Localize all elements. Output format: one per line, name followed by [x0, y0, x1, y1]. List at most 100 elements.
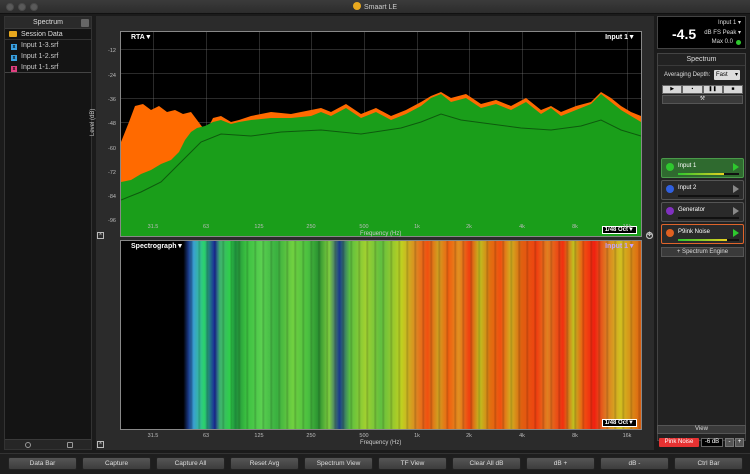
- spec-x-tick: 63: [202, 433, 210, 439]
- engine-input-1[interactable]: Input 1: [661, 158, 744, 178]
- engine-generator[interactable]: Generator: [661, 202, 744, 222]
- averaging-select[interactable]: Fast ▾: [714, 70, 740, 80]
- engine-label: P9ink Noise: [678, 229, 711, 235]
- info-icon[interactable]: [25, 442, 31, 448]
- tools-button[interactable]: ⚒: [662, 95, 743, 104]
- spectrograph-octave-text: 1/48 Oct: [604, 420, 629, 426]
- spectrograph-close-icon[interactable]: ×: [97, 441, 104, 448]
- engine-play-icon[interactable]: [733, 163, 739, 171]
- spectrograph-input-label[interactable]: Input 1▼: [605, 243, 635, 250]
- rta-x-tick: 2k: [466, 224, 472, 230]
- session-data-folder[interactable]: Session Data: [5, 29, 91, 40]
- rta-octave-selector[interactable]: 1/48 Oct▼: [601, 226, 637, 234]
- capture-all-button[interactable]: Capture All: [156, 457, 225, 470]
- db-plus-button[interactable]: dB +: [526, 457, 595, 470]
- rta-input-label[interactable]: Input 1▼: [605, 34, 635, 41]
- rta-x-tick: 8k: [572, 224, 578, 230]
- engine-play-icon[interactable]: [733, 207, 739, 215]
- spectrum-view-button[interactable]: Spectrum View: [304, 457, 373, 470]
- spectrograph-image: [121, 241, 641, 429]
- engine-level-bar: [678, 195, 739, 197]
- close-window-button[interactable]: [6, 3, 14, 11]
- rta-x-tick: 250: [306, 224, 316, 230]
- spectrum-controls-title: Spectrum: [658, 54, 745, 66]
- engine-play-icon[interactable]: [733, 185, 739, 193]
- spectrograph-octave-selector[interactable]: 1/48 Oct▼: [601, 419, 637, 427]
- meter-input[interactable]: Input 1 ▾: [717, 20, 741, 26]
- sidebar-header: Spectrum: [5, 17, 91, 29]
- spec-x-axis-title: Frequency (Hz): [360, 440, 402, 446]
- engine-label: Input 2: [678, 185, 697, 191]
- zoom-window-button[interactable]: [30, 3, 38, 11]
- spectrograph-label-text: Spectrograph: [131, 243, 177, 250]
- engine-input-2[interactable]: Input 2: [661, 180, 744, 200]
- level-minus-button[interactable]: -: [725, 438, 734, 447]
- rta-y-tick: -48: [108, 121, 116, 127]
- file-item[interactable]: x Input 1-3.srf: [5, 40, 91, 51]
- rta-y-tick: -72: [108, 170, 116, 176]
- file-item[interactable]: x Input 1-1.srf: [5, 62, 91, 73]
- rta-octave-text: 1/48 Oct: [604, 227, 629, 233]
- engine-level-bar: [678, 217, 739, 219]
- stop-button[interactable]: ■: [722, 85, 743, 94]
- ctrl-bar-button[interactable]: Ctrl Bar: [674, 457, 743, 470]
- spectrograph-input-text: Input 1: [605, 243, 629, 250]
- sidebar-close-icon[interactable]: [81, 19, 89, 27]
- pink-noise-button[interactable]: Pink Noise: [659, 438, 699, 447]
- clear-all-db-button[interactable]: Clear All dB: [452, 457, 521, 470]
- file-x-icon: x: [11, 44, 17, 50]
- spec-x-tick: 2k: [466, 433, 472, 439]
- file-name: Input 1-2.srf: [21, 53, 59, 60]
- pink-noise-level-field[interactable]: -6 dB: [701, 438, 723, 447]
- engine-status-icon: [666, 185, 674, 193]
- spec-x-tick: 8k: [572, 433, 578, 439]
- db-minus-button[interactable]: dB -: [600, 457, 669, 470]
- engine-status-icon: [666, 163, 674, 171]
- level-plus-button[interactable]: +: [735, 438, 744, 447]
- engine-status-icon: [666, 229, 674, 237]
- level-meter[interactable]: Input 1 ▾ -4.5 dB FS Peak ▾ Max 0.0: [657, 16, 746, 49]
- rta-x-tick: 1k: [414, 224, 420, 230]
- tools-icon: ⚒: [699, 96, 706, 102]
- rta-y-tick: -60: [108, 146, 116, 152]
- rta-x-tick: 500: [359, 224, 369, 230]
- rta-x-axis-title: Frequency (Hz): [360, 231, 402, 237]
- meter-value: -4.5: [672, 26, 697, 42]
- chevron-down-icon: ▾: [734, 72, 738, 78]
- spectrograph-label[interactable]: Spectrograph▼: [131, 243, 184, 250]
- data-bar-button[interactable]: Data Bar: [8, 457, 77, 470]
- engine-label: Generator: [678, 207, 706, 213]
- rta-x-tick: 31.5: [147, 224, 159, 230]
- pink-noise-controls: Pink Noise -6 dB - +: [657, 437, 746, 448]
- rta-plot[interactable]: RTA▼ Input 1▼ 1/48 Oct▼: [120, 31, 642, 237]
- record-button[interactable]: ▪: [682, 85, 703, 94]
- pause-button[interactable]: ❚❚: [702, 85, 723, 94]
- sidebar-footer: [5, 439, 91, 449]
- rta-y-tick: -12: [108, 48, 116, 54]
- trash-icon[interactable]: [67, 442, 73, 448]
- rta-close-icon[interactable]: ×: [97, 232, 104, 239]
- spec-x-tick: 4k: [519, 433, 525, 439]
- averaging-value: Fast: [716, 72, 728, 78]
- meter-unit[interactable]: dB FS Peak ▾: [704, 30, 741, 36]
- view-button[interactable]: View: [657, 425, 746, 434]
- rta-x-tick: 63: [202, 224, 210, 230]
- engine-play-icon[interactable]: [733, 229, 739, 237]
- file-item[interactable]: x Input 1-2.srf: [5, 51, 91, 62]
- add-spectrum-engine-button[interactable]: + Spectrum Engine: [661, 247, 744, 257]
- rta-label-text: RTA: [131, 34, 145, 41]
- spectrograph-plot[interactable]: Spectrograph▼ Input 1▼ 1/48 Oct▼: [120, 240, 642, 430]
- file-name: Input 1-3.srf: [21, 42, 59, 49]
- tf-view-button[interactable]: TF View: [378, 457, 447, 470]
- rta-label[interactable]: RTA▼: [131, 34, 152, 41]
- spectrograph-settings-icon[interactable]: ✻: [646, 232, 653, 239]
- minimize-window-button[interactable]: [18, 3, 26, 11]
- rta-x-tick: 4k: [519, 224, 525, 230]
- file-x-icon: x: [11, 55, 17, 61]
- play-button[interactable]: ▶: [662, 85, 683, 94]
- engine-label: Input 1: [678, 163, 697, 169]
- reset-avg-button[interactable]: Reset Avg: [230, 457, 299, 470]
- engine-pink-noise[interactable]: P9ink Noise: [661, 224, 744, 244]
- capture-button[interactable]: Capture: [82, 457, 151, 470]
- meter-unit-text: dB FS Peak: [704, 30, 737, 36]
